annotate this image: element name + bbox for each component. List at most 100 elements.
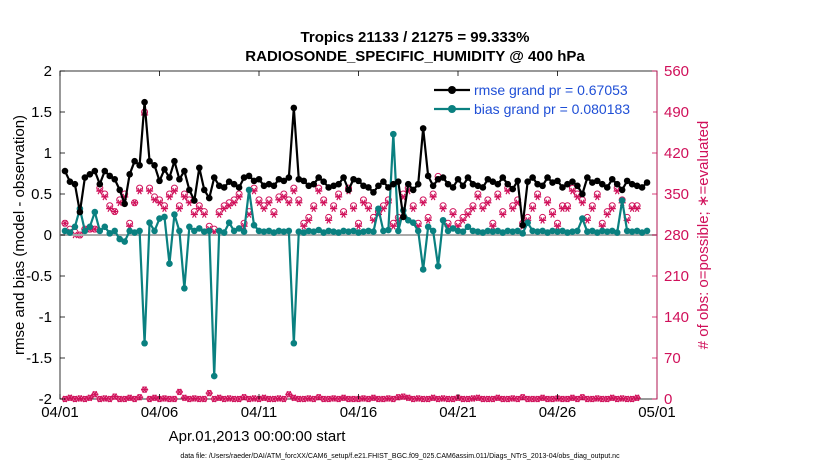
bias-point <box>370 228 377 236</box>
bias-point <box>265 227 273 235</box>
bias-point <box>325 227 332 235</box>
rmse-point <box>618 186 626 194</box>
rmse-point <box>404 180 412 188</box>
bias-point <box>504 227 512 235</box>
rmse-point <box>225 178 233 185</box>
plot-area: 04/01 04/06 04/11 04/16 04/21 04/26 05/01 -2 -1.… <box>26 63 689 421</box>
bias-point <box>519 230 526 237</box>
bias-point <box>285 227 293 235</box>
bias-point <box>355 229 362 236</box>
bias-point <box>255 227 263 235</box>
y-tick-label: -1.5 <box>26 350 52 367</box>
rmse-point <box>220 184 228 191</box>
obs-evaluated-point <box>474 193 482 201</box>
obs-evaluated-point <box>106 205 114 213</box>
bias-point <box>260 228 268 236</box>
rmse-point <box>181 167 188 175</box>
bias-point <box>71 223 79 231</box>
obs-evaluated-point <box>419 199 427 207</box>
bias-point <box>404 216 412 224</box>
obs-evaluated-point <box>330 205 338 213</box>
rmse-point <box>265 180 273 188</box>
obs-evaluated-point <box>280 193 288 201</box>
obs-evaluated-point <box>200 211 208 218</box>
bias-point <box>181 285 188 292</box>
bias-point <box>424 223 432 231</box>
obs-evaluated-point <box>573 193 581 201</box>
rmse-point <box>280 177 288 185</box>
axis-ticks: 04/01 04/06 04/11 04/16 04/21 04/26 05/01 -2 -1.… <box>26 63 689 421</box>
obs-evaluated-point <box>131 199 139 207</box>
bias-point <box>191 227 198 235</box>
rmse-point <box>429 182 437 190</box>
bias-point <box>101 223 109 231</box>
obs-evaluated-point <box>315 187 323 195</box>
y2-tick-label: 140 <box>664 309 689 326</box>
rmse-point <box>390 180 397 188</box>
rmse-point <box>594 177 601 185</box>
obs-evaluated-point <box>61 219 69 227</box>
rmse-point <box>76 208 84 216</box>
obs-evaluated-point <box>459 216 467 224</box>
obs-evaluated-point <box>290 187 298 195</box>
bias-point <box>365 227 372 235</box>
obs-evaluated-point <box>180 193 188 201</box>
rmse-point <box>330 182 337 190</box>
y-axis-label: rmse and bias (model - observation) <box>11 115 28 355</box>
obs-evaluated-point <box>424 216 432 224</box>
rmse-point <box>544 174 551 181</box>
rmse-point <box>240 174 248 181</box>
obs-evaluated-point <box>593 193 601 201</box>
obs-evaluated-point <box>354 222 363 230</box>
rmse-point <box>340 174 347 181</box>
rmse-point <box>380 178 387 185</box>
bias-point <box>395 227 402 235</box>
obs-evaluated-point <box>464 211 472 218</box>
rmse-point <box>633 182 641 190</box>
y2-tick-label: 70 <box>664 350 681 367</box>
bias-point <box>469 227 477 235</box>
rmse-point <box>176 175 183 183</box>
bias-point <box>385 226 392 234</box>
y2-tick-label: 0 <box>664 391 672 408</box>
bias-point <box>499 229 507 236</box>
rmse-point <box>564 180 571 188</box>
legend-rmse-marker <box>448 86 456 94</box>
x-tick-label: 04/16 <box>340 404 378 421</box>
legend: rmse grand pr = 0.67053 bias grand pr = … <box>428 77 653 123</box>
bias-point <box>126 227 133 235</box>
bias-point <box>121 238 128 245</box>
rmse-point <box>215 182 223 190</box>
rmse-point <box>245 172 253 180</box>
bias-point <box>330 228 337 236</box>
bias-point <box>489 228 497 236</box>
rmse-point <box>375 182 382 190</box>
x-tick-label: 05/01 <box>638 404 676 421</box>
bias-point <box>335 229 342 236</box>
bias-point <box>444 227 452 235</box>
bias-point <box>61 227 69 235</box>
obs-evaluated-point <box>225 202 233 210</box>
rmse-point <box>628 180 636 188</box>
rmse-series <box>61 98 651 229</box>
bias-point <box>390 130 397 138</box>
rmse-point <box>255 175 263 183</box>
bias-point <box>618 197 626 204</box>
obs-evaluated-point <box>101 193 109 201</box>
rmse-point <box>623 177 631 185</box>
rmse-point <box>96 180 104 188</box>
rmse-point <box>370 189 377 196</box>
obs-evaluated-point <box>608 205 616 213</box>
x-tick-label: 04/01 <box>41 404 79 421</box>
bias-point <box>290 339 298 347</box>
obs-evaluated-point <box>111 208 119 215</box>
obs-evaluated-point <box>469 205 477 213</box>
rmse-point <box>554 177 561 185</box>
rmse-point <box>315 174 323 181</box>
y-tick-label: -1 <box>39 309 52 326</box>
x-tick-label: 04/11 <box>241 404 277 421</box>
rmse-point <box>141 98 148 106</box>
obs-evaluated-point <box>230 199 238 207</box>
obs-evaluated-point <box>439 205 447 213</box>
